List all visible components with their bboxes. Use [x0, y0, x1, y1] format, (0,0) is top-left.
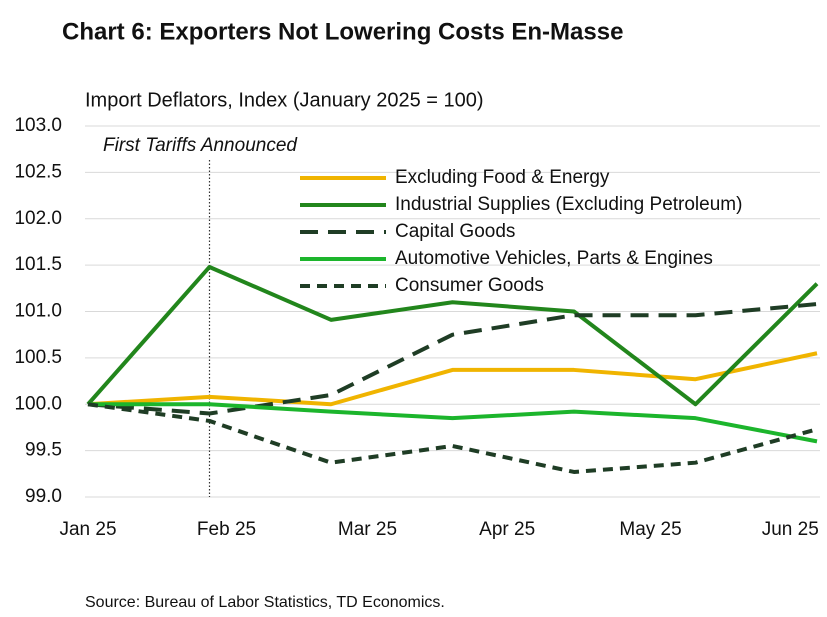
chart-subtitle: Import Deflators, Index (January 2025 = … [85, 89, 484, 111]
series-line [87, 351, 818, 407]
y-tick-label: 101.5 [14, 254, 62, 275]
y-tick-label: 100.5 [14, 347, 62, 368]
y-tick-label: 99.0 [25, 486, 62, 507]
legend-label: Capital Goods [395, 221, 515, 242]
x-tick-label: Jan 25 [59, 519, 116, 540]
x-tick-label: Apr 25 [479, 519, 535, 540]
y-tick-label: 102.0 [14, 208, 62, 229]
legend-label: Industrial Supplies (Excluding Petroleum… [395, 194, 742, 215]
series-line [86, 264, 819, 407]
series-line [88, 402, 818, 444]
y-tick-label: 102.5 [14, 161, 62, 182]
series-line [87, 302, 818, 416]
legend-label: Excluding Food & Energy [395, 167, 610, 188]
series-line [87, 402, 818, 474]
y-tick-label: 99.5 [25, 440, 62, 461]
y-tick-label: 103.0 [14, 115, 62, 136]
x-tick-label: Feb 25 [197, 519, 256, 540]
y-tick-label: 100.0 [14, 393, 62, 414]
annotation-text: First Tariffs Announced [103, 135, 298, 156]
legend-label: Consumer Goods [395, 275, 544, 296]
x-tick-label: Jun 25 [762, 519, 819, 540]
legend-label: Automotive Vehicles, Parts & Engines [395, 248, 713, 269]
chart-title: Chart 6: Exporters Not Lowering Costs En… [62, 18, 623, 45]
source: Source: Bureau of Labor Statistics, TD E… [85, 594, 445, 611]
y-tick-label: 101.0 [14, 301, 62, 322]
x-tick-label: May 25 [619, 519, 681, 540]
x-tick-label: Mar 25 [338, 519, 397, 540]
